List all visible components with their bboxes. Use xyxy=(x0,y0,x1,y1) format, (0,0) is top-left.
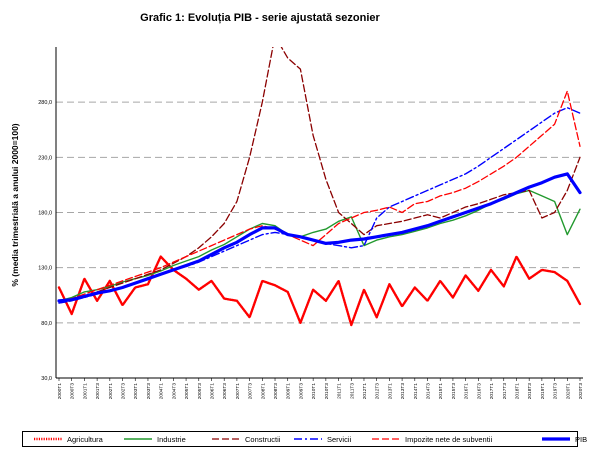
x-tick-labels: 2000T1 2000T3 2001T1 2001T3 2002T1 2002T3 2003… xyxy=(57,383,584,400)
y-tick-label: 230,0 xyxy=(38,155,52,161)
series-lines xyxy=(57,47,582,327)
legend-label: Impozite nete de subventii xyxy=(405,434,493,444)
x-tick-label: 2014T1 xyxy=(413,383,419,400)
x-tick-label: 2008T3 xyxy=(273,383,279,400)
x-tick-label: 2006T3 xyxy=(222,383,228,400)
x-tick-label: 2005T3 xyxy=(197,383,203,400)
x-tick-label: 2020T3 xyxy=(578,383,584,400)
y-tick-label: 130,0 xyxy=(38,266,52,272)
legend-swatch xyxy=(372,438,400,440)
x-tick-label: 2015T3 xyxy=(451,383,457,400)
x-tick-label: 2018T3 xyxy=(527,383,533,400)
x-tick-label: 2004T3 xyxy=(171,383,177,400)
legend: Agricultura Industrie Constructii Servicii I… xyxy=(22,431,587,447)
legend-label: PIB xyxy=(575,434,588,444)
y-tick-label: 80,0 xyxy=(41,321,52,327)
x-tick-label: 2008T1 xyxy=(260,383,266,400)
x-tick-label: 2003T1 xyxy=(133,383,139,400)
legend-swatch xyxy=(124,438,152,440)
y-axis-label: % (media trimestrială a anului 2000=100) xyxy=(10,123,20,286)
x-tick-label: 2007T1 xyxy=(235,383,241,400)
x-tick-label: 2009T1 xyxy=(286,383,292,400)
x-tick-label: 2018T1 xyxy=(514,383,520,400)
legend-item: Servicii xyxy=(293,432,351,446)
x-tick-label: 2003T3 xyxy=(146,383,152,400)
y-tick-label: 280,0 xyxy=(38,100,52,106)
legend-swatch xyxy=(542,437,570,441)
legend-label: Constructii xyxy=(245,434,281,444)
x-tick-label: 2002T3 xyxy=(121,383,127,400)
legend-label: Industrie xyxy=(157,434,186,444)
legend-swatch xyxy=(294,438,322,440)
y-tick-label: 30,0 xyxy=(41,376,52,382)
x-tick-label: 2007T3 xyxy=(248,383,254,400)
series-line xyxy=(58,106,581,304)
x-tick-label: 2000T3 xyxy=(70,383,76,400)
series-line xyxy=(57,255,582,327)
x-tick-label: 2012T3 xyxy=(375,383,381,400)
legend-item: PIB xyxy=(541,432,587,446)
x-tick-label: 2001T3 xyxy=(95,383,101,400)
x-tick-label: 2011T1 xyxy=(337,383,343,399)
x-tick-label: 2010T1 xyxy=(311,383,317,400)
x-tick-label: 2005T1 xyxy=(184,383,190,400)
x-tick-label: 2010T3 xyxy=(324,383,330,400)
x-tick-label: 2009T3 xyxy=(298,383,304,400)
legend-item: Constructii xyxy=(211,432,280,446)
legend-label: Agricultura xyxy=(67,434,103,444)
series-line xyxy=(58,47,581,304)
chart-title: Grafic 1: Evoluția PIB - serie ajustată … xyxy=(140,12,380,24)
legend-item: Impozite nete de subventii xyxy=(371,432,492,446)
legend-swatch xyxy=(212,438,240,440)
x-tick-label: 2017T1 xyxy=(489,383,495,400)
x-tick-label: 2016T1 xyxy=(464,383,470,400)
x-tick-label: 2004T1 xyxy=(159,383,165,400)
legend-swatch xyxy=(34,437,62,441)
x-tick-label: 2001T1 xyxy=(82,383,88,400)
x-tick-label: 2020T1 xyxy=(565,383,571,400)
y-tick-labels: 30,0 80,0 130,0 180,0 230,0 280,0 xyxy=(38,100,52,382)
x-tick-label: 2017T3 xyxy=(502,383,508,400)
legend-label: Servicii xyxy=(327,434,352,444)
x-tick-label: 2002T1 xyxy=(108,383,114,400)
y-tick-label: 180,0 xyxy=(38,211,52,217)
x-tick-label: 2015T1 xyxy=(438,383,444,400)
x-tick-label: 2006T1 xyxy=(209,383,215,400)
x-tick-label: 2013T1 xyxy=(387,383,393,400)
x-tick-label: 2019T3 xyxy=(553,383,559,400)
x-tick-label: 2019T1 xyxy=(540,383,546,400)
x-tick-label: 2016T3 xyxy=(476,383,482,400)
axes xyxy=(55,47,583,381)
x-tick-label: 2011T3 xyxy=(349,383,355,399)
legend-item: Industrie xyxy=(123,432,186,446)
series-line xyxy=(57,172,582,303)
legend-item: Agricultura xyxy=(33,432,103,446)
x-tick-label: 2013T3 xyxy=(400,383,406,400)
x-tick-label: 2014T3 xyxy=(426,383,432,400)
x-tick-label: 2000T1 xyxy=(57,383,63,400)
x-tick-label: 2012T1 xyxy=(362,383,368,400)
